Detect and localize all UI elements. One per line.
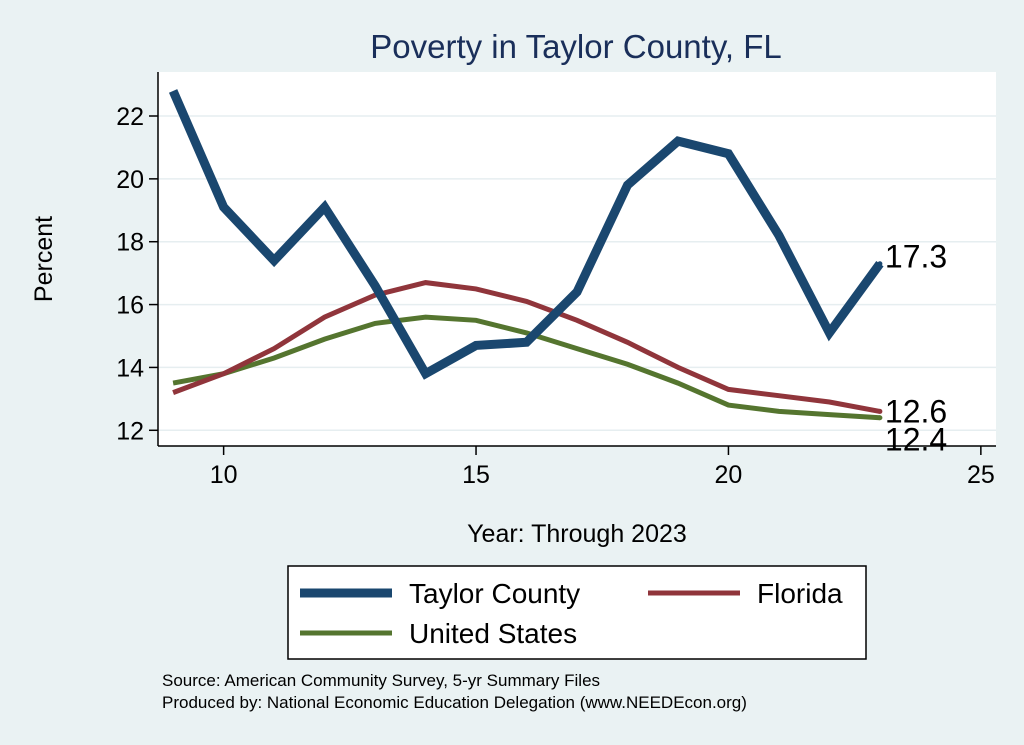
- legend-box: [287, 565, 867, 660]
- series-line-united-states: [172, 314, 881, 421]
- series-line-florida: [172, 280, 881, 414]
- y-tick-label-18: 18: [116, 229, 144, 257]
- legend-label-united-states: United States: [409, 618, 577, 649]
- y-tick-label-20: 20: [116, 166, 144, 194]
- series-line-taylor-county: [168, 89, 884, 380]
- y-axis-title: Percent: [30, 216, 58, 302]
- y-tick-label-14: 14: [116, 354, 144, 382]
- legend-label-florida: Florida: [757, 578, 843, 609]
- y-tick-label-16: 16: [116, 292, 144, 320]
- end-label-united-states: 12.4: [885, 422, 947, 458]
- legend-label-taylor-county: Taylor County: [409, 578, 580, 609]
- end-label-florida: 12.6: [885, 393, 947, 429]
- produced-by-line: Produced by: National Economic Education…: [162, 693, 747, 712]
- y-tick-label-12: 12: [116, 417, 144, 445]
- y-tick-label-22: 22: [116, 103, 144, 131]
- end-marker-florida: [877, 408, 883, 414]
- chart-title: Poverty in Taylor County, FL: [370, 28, 781, 65]
- x-axis-title: Year: Through 2023: [467, 520, 687, 548]
- x-tick-label-20: 20: [715, 461, 743, 489]
- end-marker-taylor-county: [877, 261, 883, 267]
- x-tick-label-10: 10: [210, 461, 238, 489]
- series-layer: [168, 89, 884, 421]
- x-tick-label-15: 15: [462, 461, 490, 489]
- plot-area: [158, 72, 996, 446]
- end-labels: 17.3 12.612.4: [877, 239, 947, 458]
- x-tick-label-25: 25: [967, 461, 995, 489]
- legend: Taylor County Florida United States: [287, 565, 867, 660]
- end-label-taylor-county: 17.3: [885, 239, 947, 275]
- source-line: Source: American Community Survey, 5-yr …: [162, 671, 600, 690]
- axes: 12 14 16 18 20 22 10 15 20 25: [116, 72, 996, 489]
- end-marker-united-states: [877, 415, 883, 421]
